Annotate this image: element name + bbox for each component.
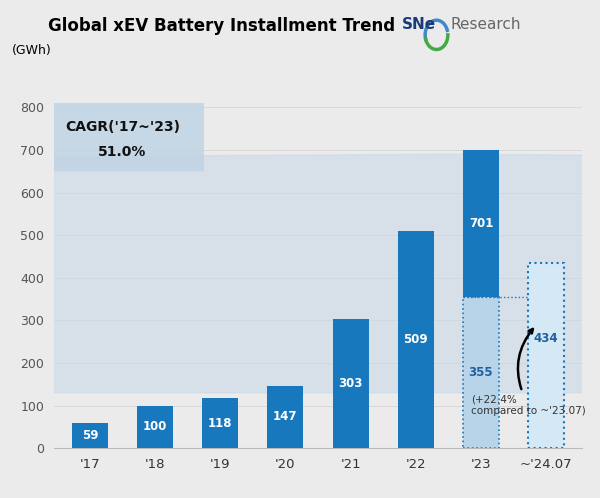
Bar [137, 405, 173, 448]
Text: 509: 509 [403, 333, 428, 346]
FancyArrow shape [0, 154, 600, 393]
Text: 118: 118 [208, 416, 232, 430]
Text: 303: 303 [338, 377, 363, 390]
Bar [202, 398, 238, 448]
Bar [268, 385, 304, 448]
Text: 147: 147 [273, 410, 298, 423]
Text: 59: 59 [82, 429, 98, 442]
Text: Research: Research [450, 17, 521, 32]
Bar [72, 423, 108, 448]
Text: 434: 434 [534, 332, 559, 345]
Text: 100: 100 [143, 420, 167, 433]
Bar [332, 319, 368, 448]
Text: 51.0%: 51.0% [98, 145, 146, 159]
Text: SNe: SNe [402, 17, 436, 32]
Bar [463, 297, 499, 448]
Bar [463, 149, 499, 297]
Bar [398, 232, 434, 448]
Text: Global xEV Battery Installment Trend: Global xEV Battery Installment Trend [48, 17, 395, 35]
Text: 701: 701 [469, 217, 493, 230]
Text: 355: 355 [469, 366, 493, 379]
Text: (GWh): (GWh) [12, 44, 52, 57]
Text: CAGR('17~'23): CAGR('17~'23) [65, 120, 180, 133]
Text: (+22.4%
compared to ~'23.07): (+22.4% compared to ~'23.07) [471, 329, 586, 416]
FancyBboxPatch shape [41, 103, 204, 171]
Bar [528, 263, 564, 448]
